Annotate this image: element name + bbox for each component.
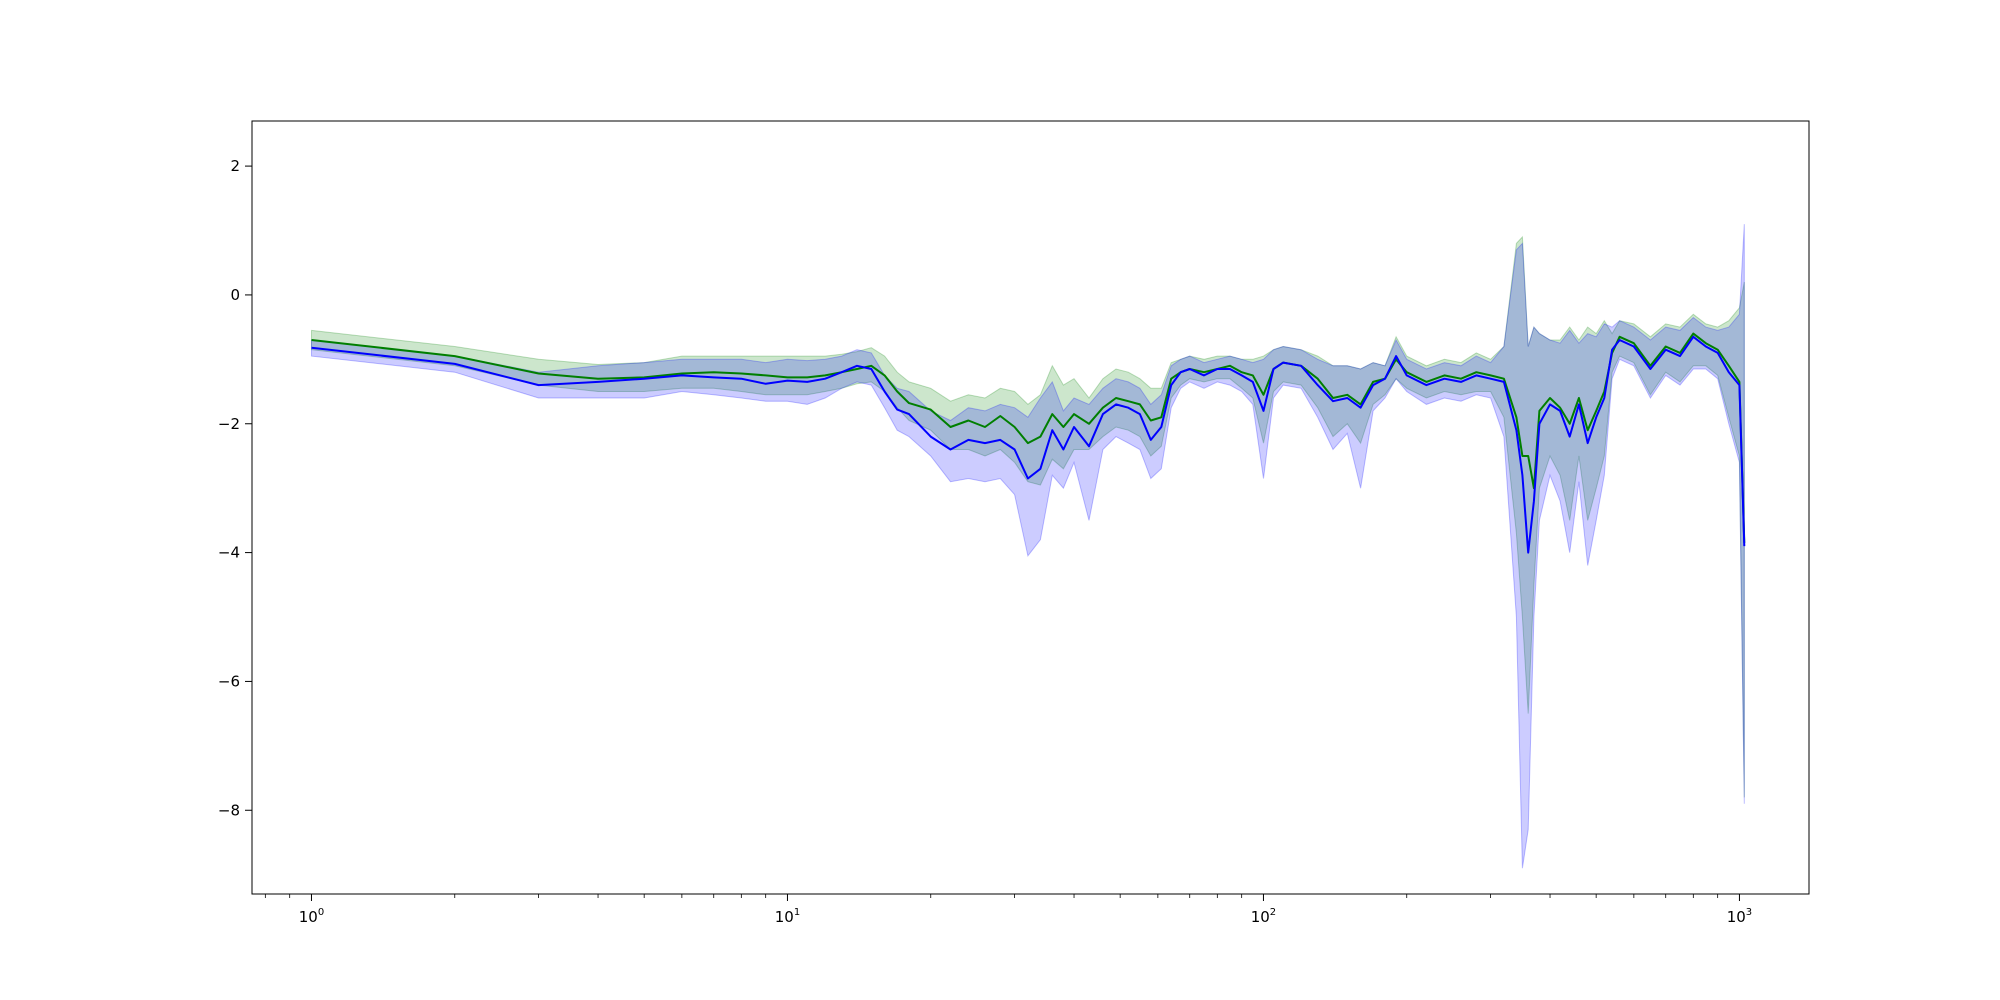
x-tick-label: 100 bbox=[299, 907, 324, 926]
y-tick-label: 2 bbox=[230, 157, 240, 175]
y-tick-label: −6 bbox=[218, 672, 240, 690]
series-1-line bbox=[311, 335, 1746, 554]
plot-frame bbox=[251, 120, 1810, 895]
y-tick-label: −2 bbox=[218, 415, 240, 433]
x-tick-label: 101 bbox=[775, 907, 800, 926]
series-0-line bbox=[311, 332, 1746, 543]
series-lines bbox=[311, 332, 1746, 554]
x-tick-label: 102 bbox=[1251, 907, 1276, 926]
y-tick-label: −4 bbox=[218, 544, 240, 562]
x-axis: 100 101 102 103 bbox=[264, 894, 1752, 926]
y-axis: 2 0 −2 −4 −6 −8 bbox=[218, 157, 252, 819]
series-1-band bbox=[311, 224, 1745, 869]
y-tick-label: −8 bbox=[218, 801, 240, 819]
x-tick-label: 103 bbox=[1727, 907, 1752, 926]
y-tick-label: 0 bbox=[230, 286, 240, 304]
